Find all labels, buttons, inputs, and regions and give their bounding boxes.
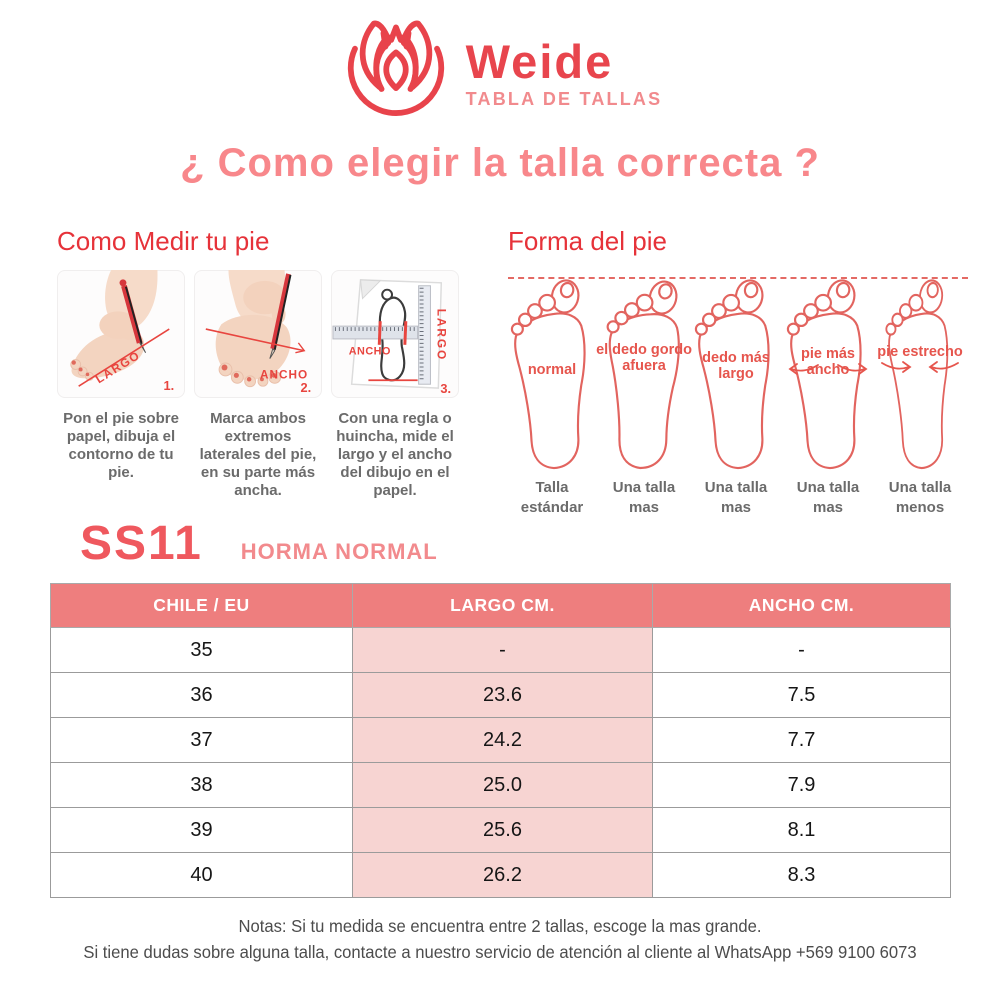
step-number: 1. (163, 378, 174, 393)
table-header-row: CHILE / EU LARGO CM. ANCHO CM. (50, 583, 951, 628)
size-recommendation: Una talla mas (704, 479, 768, 516)
foot-type-big-toe-out: el dedo gordo afuera Una talla mas (596, 274, 692, 518)
fit-type-label: HORMA NORMAL (240, 539, 438, 564)
brand-logo-icon (347, 20, 444, 116)
ancho-annotation: ANCHO (260, 367, 308, 381)
model-code: SS11 (80, 517, 203, 570)
column-header-largo: LARGO CM. (352, 583, 653, 628)
ancho-cell: 8.1 (652, 807, 951, 853)
foot-shape-row: normal Talla estándar el dedo gordo afue… (508, 274, 968, 518)
foot-type-label: pie estrecho (877, 344, 963, 360)
brand-header: Weide TABLA DE TALLAS (0, 12, 1000, 116)
ancho-cell: - (652, 627, 951, 673)
model-line: SS11 HORMA NORMAL (80, 516, 438, 571)
largo-cell: 24.2 (352, 717, 653, 763)
largo-cell: - (352, 627, 653, 673)
largo-annotation: LARGO (434, 309, 448, 361)
note-line-1: Notas: Si tu medida se encuentra entre 2… (238, 916, 762, 936)
size-cell: 35 (50, 627, 353, 673)
table-row: 37 24.2 7.7 (50, 717, 951, 763)
largo-cell: 23.6 (352, 672, 653, 718)
ancho-annotation: ANCHO (349, 346, 391, 358)
measure-section: Como Medir tu pie LARGO (57, 226, 465, 500)
size-recommendation: Una talla menos (888, 479, 952, 516)
size-chart-table: CHILE / EU LARGO CM. ANCHO CM. 35 - - 36… (50, 583, 951, 898)
brand-tagline: TABLA DE TALLAS (465, 89, 663, 109)
measure-step-2-image: ANCHO 2. (194, 270, 322, 398)
size-recommendation: Talla estándar (520, 479, 584, 516)
measure-step-2-caption: Marca ambos extremos laterales del pie, … (199, 410, 317, 499)
size-recommendation: Una talla mas (612, 479, 676, 516)
foot-type-label: el dedo gordo afuera (596, 342, 692, 374)
foot-type-wider: pie más ancho Una talla mas (784, 274, 872, 518)
table-row: 35 - - (50, 627, 951, 673)
size-cell: 37 (50, 717, 353, 763)
size-cell: 40 (50, 852, 353, 898)
measure-step-3-caption: Con una regla o huincha, mide el largo y… (336, 410, 454, 499)
size-cell: 39 (50, 807, 353, 853)
ancho-cell: 7.9 (652, 762, 951, 808)
largo-cell: 26.2 (352, 852, 653, 898)
table-row: 38 25.0 7.9 (50, 762, 951, 808)
largo-cell: 25.0 (352, 762, 653, 808)
measure-step-3-image: ANCHO LARGO 3. (331, 270, 459, 398)
ancho-cell: 7.7 (652, 717, 951, 763)
foot-type-normal: normal Talla estándar (508, 274, 596, 518)
width-arrows-icon (788, 363, 868, 375)
note-line-2: Si tiene dudas sobre alguna talla, conta… (83, 942, 917, 962)
foot-type-label: dedo más largo (702, 350, 770, 382)
measure-captions: Pon el pie sobre papel, dibuja el contor… (57, 410, 465, 500)
step-number: 3. (440, 381, 451, 396)
size-recommendation: Una talla mas (796, 479, 860, 516)
brand-name: Weide (465, 35, 614, 88)
column-header-chile-eu: CHILE / EU (50, 583, 353, 628)
measure-step-1-image: LARGO 1. (57, 270, 185, 398)
brand-text: Weide TABLA DE TALLAS (466, 38, 663, 110)
measure-step-1-caption: Pon el pie sobre papel, dibuja el contor… (63, 410, 179, 481)
column-header-ancho: ANCHO CM. (652, 583, 951, 628)
table-row: 39 25.6 8.1 (50, 807, 951, 853)
footer-notes: Notas: Si tu medida se encuentra entre 2… (0, 913, 1000, 965)
ancho-cell: 7.5 (652, 672, 951, 718)
measure-photos: LARGO 1. (57, 270, 465, 398)
size-cell: 36 (50, 672, 353, 718)
size-cell: 38 (50, 762, 353, 808)
width-arrows-icon (881, 361, 959, 373)
ancho-cell: 8.3 (652, 852, 951, 898)
page-title: ¿ Como elegir la talla correcta ? (180, 141, 820, 185)
table-row: 40 26.2 8.3 (50, 852, 951, 898)
foot-type-label: normal (527, 362, 577, 378)
largo-cell: 25.6 (352, 807, 653, 853)
table-row: 36 23.6 7.5 (50, 672, 951, 718)
measure-heading: Como Medir tu pie (57, 226, 270, 256)
foot-shape-heading: Forma del pie (508, 226, 667, 256)
step-number: 2. (300, 380, 311, 395)
foot-type-narrow: pie estrecho Una talla menos (876, 274, 964, 518)
alignment-dashed-line (508, 277, 968, 279)
foot-shape-section: Forma del pie normal Talla estándar el d… (508, 226, 968, 518)
foot-type-longer-toe: dedo más largo Una talla mas (692, 274, 780, 518)
